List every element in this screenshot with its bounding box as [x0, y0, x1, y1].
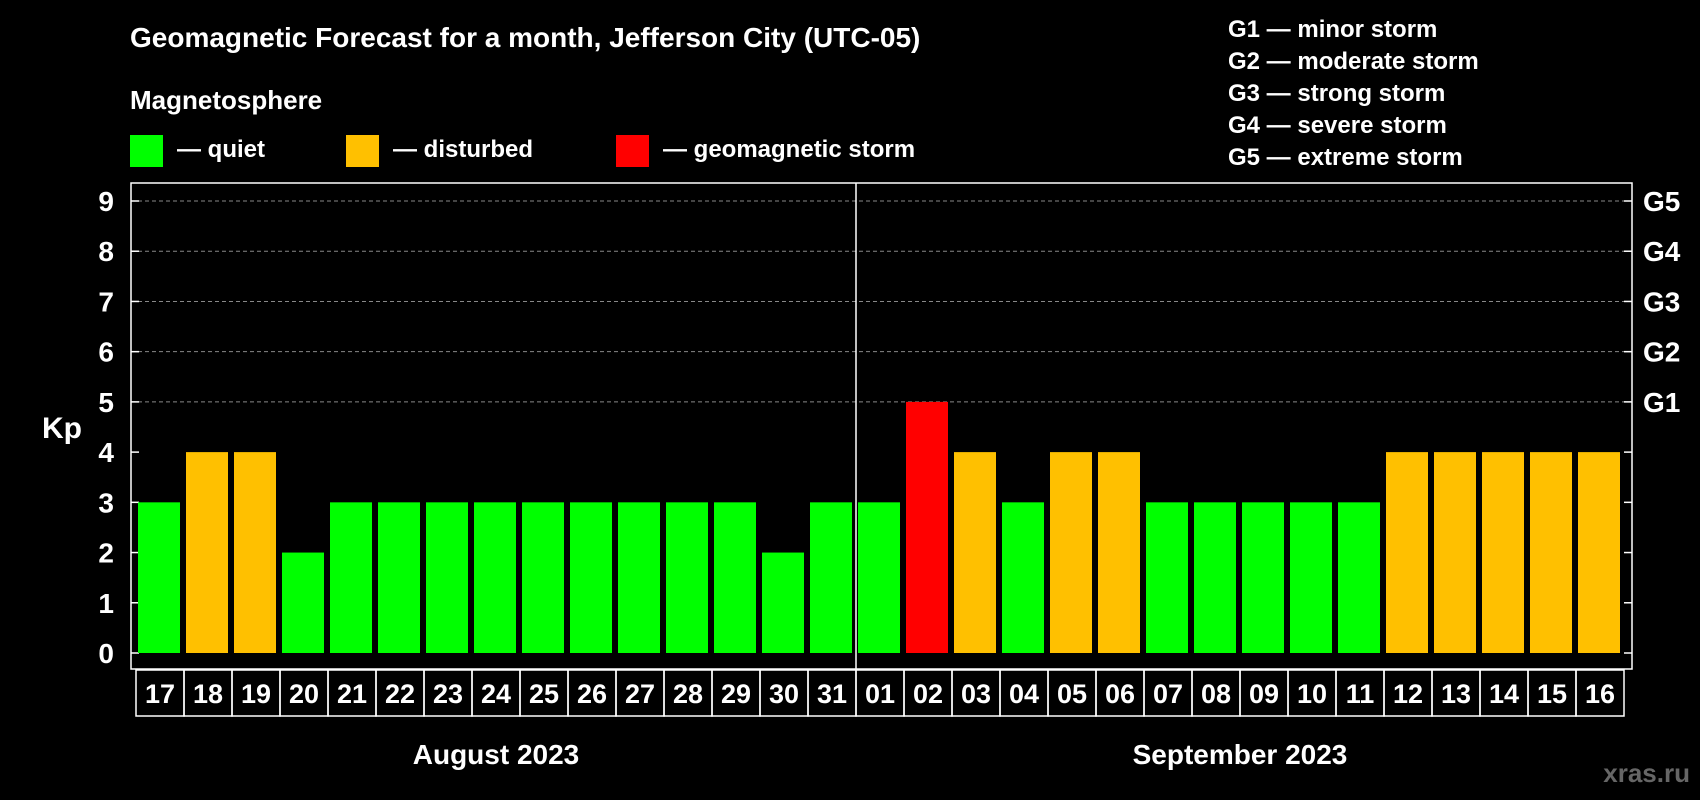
day-label-17: 17	[145, 679, 175, 709]
day-label-30: 30	[769, 679, 799, 709]
y-tick-label-2: 2	[98, 538, 114, 569]
bar-13	[1434, 452, 1476, 653]
y-tick-label-1: 1	[98, 588, 114, 619]
day-label-03: 03	[961, 679, 991, 709]
bar-01	[858, 502, 900, 653]
right-axis-label-g5: G5	[1643, 186, 1680, 217]
day-label-06: 06	[1105, 679, 1135, 709]
day-label-28: 28	[673, 679, 703, 709]
bar-22	[378, 502, 420, 653]
storm-scale-g2: G2 — moderate storm	[1228, 48, 1479, 75]
bar-07	[1146, 502, 1188, 653]
legend-label-quiet: — quiet	[177, 136, 265, 163]
bar-08	[1194, 502, 1236, 653]
day-label-13: 13	[1441, 679, 1471, 709]
y-tick-label-6: 6	[98, 337, 114, 368]
day-label-23: 23	[433, 679, 463, 709]
day-label-01: 01	[865, 679, 895, 709]
storm-scale-g5: G5 — extreme storm	[1228, 144, 1463, 171]
legend-label-disturbed: — disturbed	[393, 136, 533, 163]
bar-02	[906, 401, 948, 653]
bar-20	[282, 552, 324, 653]
bar-04	[1002, 502, 1044, 653]
bar-29	[714, 502, 756, 653]
bar-28	[666, 502, 708, 653]
bar-27	[618, 502, 660, 653]
right-axis-label-g1: G1	[1643, 387, 1680, 418]
right-axis-label-g4: G4	[1643, 236, 1681, 267]
bar-03	[954, 452, 996, 653]
bar-05	[1050, 452, 1092, 653]
bar-19	[234, 452, 276, 653]
bar-14	[1482, 452, 1524, 653]
day-label-02: 02	[913, 679, 943, 709]
y-tick-label-8: 8	[98, 236, 114, 267]
y-tick-label-9: 9	[98, 186, 114, 217]
bar-25	[522, 502, 564, 653]
bar-26	[570, 502, 612, 653]
storm-scale-g1: G1 — minor storm	[1228, 16, 1437, 43]
bar-21	[330, 502, 372, 653]
month-label-september: September 2023	[1133, 739, 1348, 770]
storm-scale-g4: G4 — severe storm	[1228, 112, 1447, 139]
day-box-16	[1575, 669, 1625, 717]
bar-10	[1290, 502, 1332, 653]
storm-scale-g3: G3 — strong storm	[1228, 80, 1445, 107]
legend-swatch-storm	[616, 135, 649, 167]
right-axis-label-g3: G3	[1643, 286, 1680, 317]
day-label-08: 08	[1201, 679, 1231, 709]
bar-12	[1386, 452, 1428, 653]
bar-06	[1098, 452, 1140, 653]
day-label-07: 07	[1153, 679, 1183, 709]
day-label-12: 12	[1393, 679, 1423, 709]
bar-09	[1242, 502, 1284, 653]
bar-31	[810, 502, 852, 653]
day-label-25: 25	[529, 679, 559, 709]
day-label-21: 21	[337, 679, 367, 709]
bar-24	[474, 502, 516, 653]
bar-18	[186, 452, 228, 653]
plot-frame	[130, 182, 1633, 670]
day-label-29: 29	[721, 679, 751, 709]
legend-swatch-quiet	[130, 135, 163, 167]
day-label-18: 18	[193, 679, 223, 709]
day-label-10: 10	[1297, 679, 1327, 709]
legend-title: Magnetosphere	[130, 85, 322, 115]
day-label-09: 09	[1249, 679, 1279, 709]
legend-swatch-disturbed	[346, 135, 379, 167]
y-tick-label-4: 4	[98, 437, 114, 468]
day-label-19: 19	[241, 679, 271, 709]
bar-23	[426, 502, 468, 653]
chart-title: Geomagnetic Forecast for a month, Jeffer…	[130, 22, 920, 53]
bar-11	[1338, 502, 1380, 653]
y-tick-label-7: 7	[98, 286, 114, 317]
day-label-20: 20	[289, 679, 319, 709]
day-label-26: 26	[577, 679, 607, 709]
day-label-05: 05	[1057, 679, 1087, 709]
bar-16	[1578, 452, 1620, 653]
day-label-24: 24	[481, 679, 511, 709]
bar-15	[1530, 452, 1572, 653]
watermark: xras.ru	[1603, 758, 1690, 788]
y-tick-label-3: 3	[98, 487, 114, 518]
legend-label-storm: — geomagnetic storm	[663, 136, 915, 163]
day-label-04: 04	[1009, 679, 1039, 709]
day-label-16: 16	[1585, 679, 1615, 709]
right-axis-label-g2: G2	[1643, 337, 1680, 368]
y-tick-label-5: 5	[98, 387, 114, 418]
day-label-11: 11	[1346, 679, 1375, 709]
day-label-31: 31	[817, 679, 847, 709]
bar-30	[762, 552, 804, 653]
day-label-27: 27	[625, 679, 655, 709]
y-axis-label: Kp	[42, 412, 82, 445]
day-label-14: 14	[1489, 679, 1519, 709]
month-label-august: August 2023	[413, 739, 580, 770]
bar-17	[138, 502, 180, 653]
day-label-15: 15	[1537, 679, 1567, 709]
day-label-22: 22	[385, 679, 415, 709]
y-tick-label-0: 0	[98, 638, 114, 669]
